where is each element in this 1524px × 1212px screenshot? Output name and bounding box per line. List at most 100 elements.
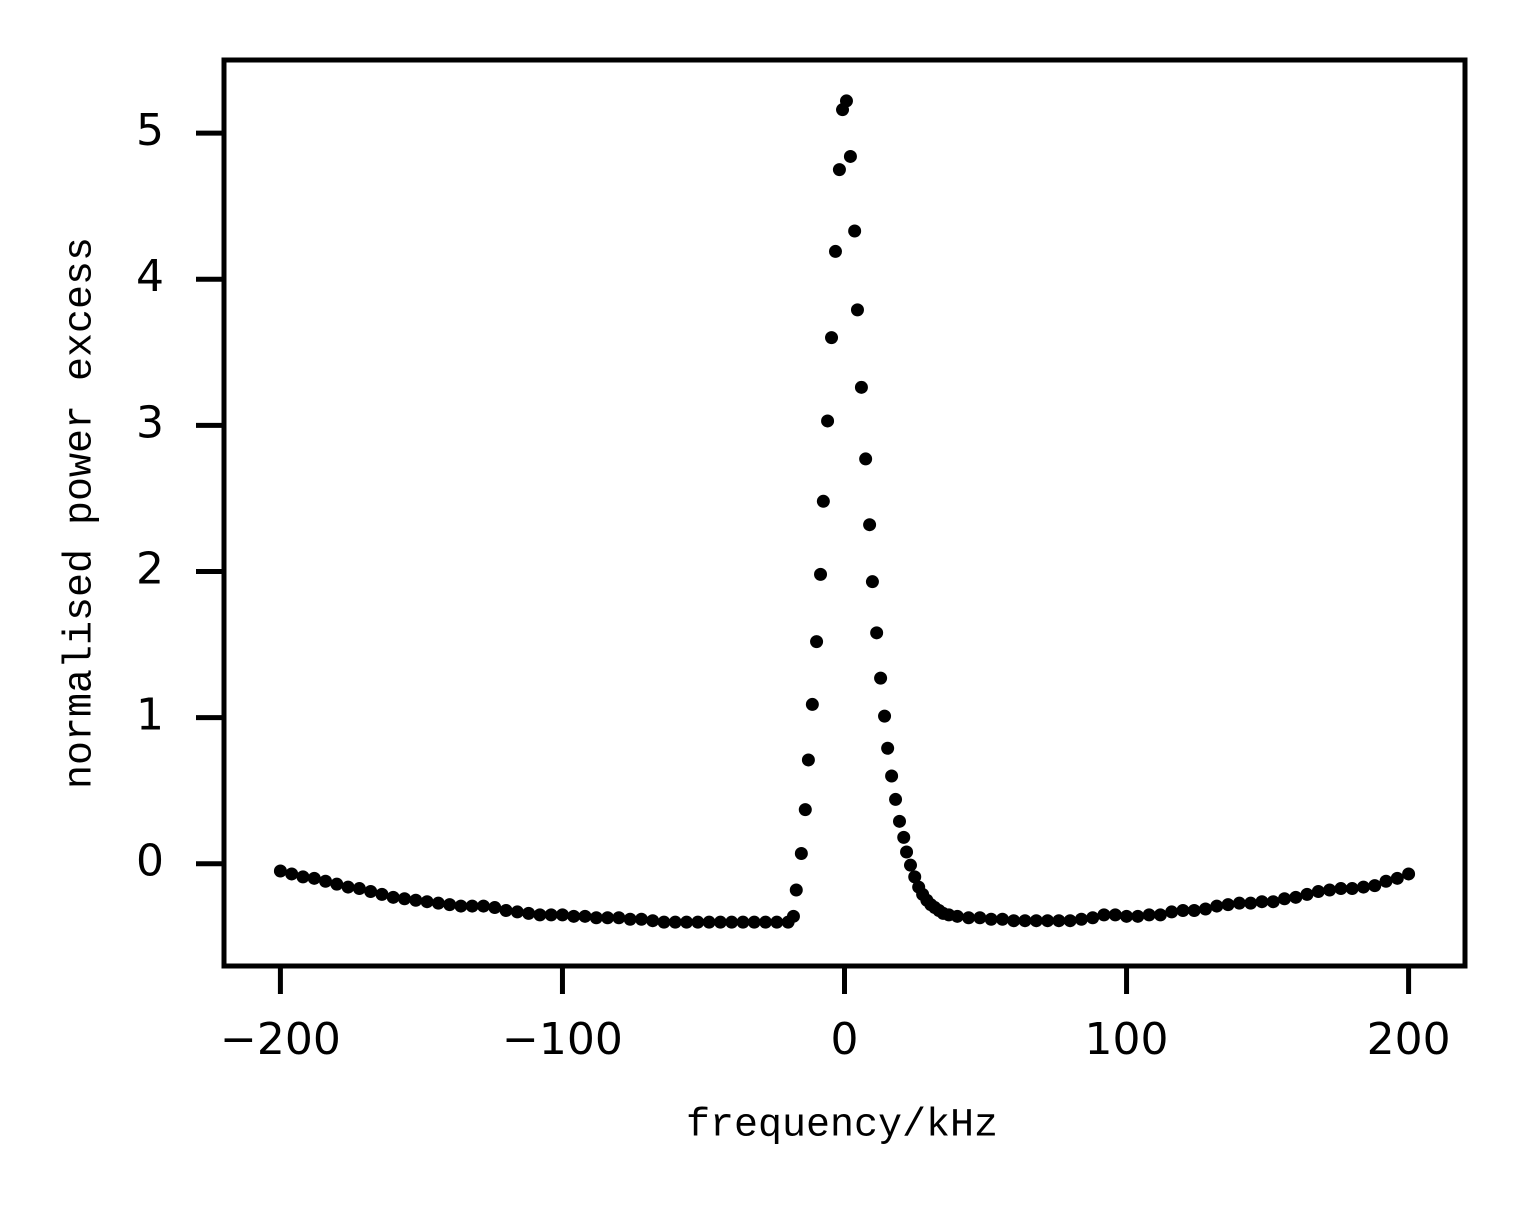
data-point [1041,914,1055,928]
data-point [296,870,310,884]
data-point [832,163,846,177]
data-point [1221,898,1235,912]
data-point [668,915,682,929]
data-point [364,884,378,898]
data-point [476,899,490,913]
data-point [1052,914,1066,928]
data-point [848,224,862,238]
data-point [897,830,911,844]
data-point [352,882,366,896]
x-tick-label: 100 [1085,1014,1169,1065]
data-point [1086,911,1100,925]
data-point [903,858,917,872]
data-point [973,911,987,925]
data-point [854,380,868,394]
x-tick-label: 0 [831,1014,859,1065]
data-point [850,303,864,317]
data-point [814,567,828,581]
data-point [1029,914,1043,928]
data-point [612,911,626,925]
data-point [747,915,761,929]
y-axis-label: normalised power excess [59,237,104,789]
data-point [1165,905,1179,919]
data-point [1356,880,1370,894]
plot-frame [221,57,1468,969]
data-point [801,753,815,767]
data-point [1311,884,1325,898]
data-point [1244,896,1258,910]
x-tick-label: 200 [1367,1014,1451,1065]
data-point [908,870,922,884]
data-point [843,149,857,163]
data-point [307,871,321,885]
data-point [863,518,877,532]
y-tick-label: 4 [136,251,164,302]
data-point [1108,908,1122,922]
data-point [1289,890,1303,904]
data-point [285,867,299,881]
data-point [1266,895,1280,909]
data-point [544,908,558,922]
data-point [533,908,547,922]
data-point [555,908,569,922]
data-point [900,845,914,859]
data-point [984,912,998,926]
data-point [770,915,784,929]
data-point [443,898,457,912]
y-tick-label: 1 [136,690,164,741]
data-point [657,915,671,929]
data-point [1199,902,1213,916]
data-point [1018,914,1032,928]
data-point [465,899,479,913]
data-point [330,877,344,891]
data-point [691,915,705,929]
y-tick-label: 5 [136,105,164,156]
data-point [828,244,842,258]
data-point [1277,892,1291,906]
data-point [1120,909,1134,923]
x-tick-label: −200 [220,1014,341,1065]
data-point [499,903,513,917]
data-point [859,452,873,466]
data-point [1323,883,1337,897]
data-point [816,494,830,508]
data-point [1063,914,1077,928]
data-point [962,911,976,925]
data-point [1142,908,1156,922]
data-point [1379,874,1393,888]
data-point [839,94,853,108]
y-tick-label: 3 [136,397,164,448]
data-point [825,331,839,345]
data-point [1007,914,1021,928]
data-point [1097,908,1111,922]
data-point [881,741,895,755]
data-point [892,814,906,828]
data-point [1300,887,1314,901]
data-point [510,905,524,919]
data-point [1210,899,1224,913]
data-point [1402,867,1416,881]
data-point [431,896,445,910]
data-point [759,915,773,929]
data-point [1131,909,1145,923]
x-tick-label: −100 [502,1014,623,1065]
data-point [375,887,389,901]
data-point [874,671,888,685]
data-point [789,883,803,897]
data-point [409,893,423,907]
data-point [865,575,879,589]
data-point [1334,882,1348,896]
y-tick-label: 0 [136,836,164,887]
x-axis-label: frequency/kHz [686,1104,998,1149]
data-point [805,697,819,711]
data-point [398,892,412,906]
data-point [1345,882,1359,896]
data-point [786,909,800,923]
data-point [702,915,716,929]
data-point [1232,896,1246,910]
data-point [794,846,808,860]
data-point [736,915,750,929]
data-point [341,880,355,894]
y-tick-label: 2 [136,543,164,594]
data-point [1368,879,1382,893]
